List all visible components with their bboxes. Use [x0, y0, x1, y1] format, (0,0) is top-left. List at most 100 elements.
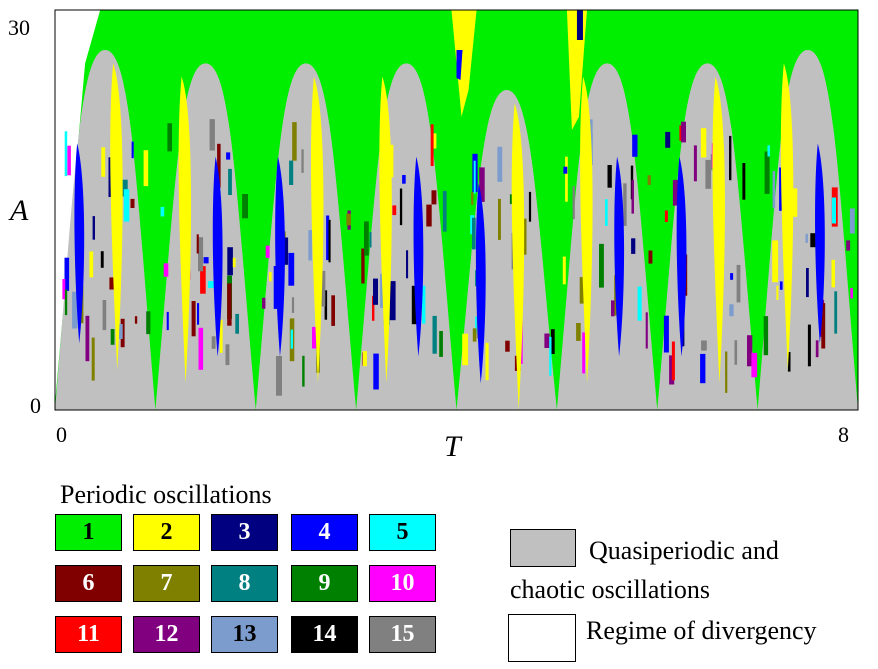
streak-8-6 [772, 171, 776, 209]
quasi-label-line1: Quasiperiodic and [589, 536, 779, 565]
streak-4-0 [439, 331, 443, 357]
blue-band-2 [212, 156, 223, 357]
streak-3-9 [292, 122, 297, 161]
legend: Periodic oscillations 1 2 3 4 5 6 7 8 9 10 11 12 13 1… [0, 470, 878, 669]
streak-5-22 [498, 198, 501, 240]
streak-8-10 [763, 316, 769, 356]
streak-2-6 [198, 327, 204, 370]
streak-1-19 [101, 147, 106, 177]
streak-4-13 [373, 353, 379, 390]
yellow-band-7 [712, 76, 725, 384]
streak-6-13 [647, 175, 651, 185]
blue-band-8 [815, 143, 825, 344]
streak-3-25 [331, 295, 335, 326]
streak-7-3 [701, 340, 707, 351]
legend-swatch-15: 15 [369, 616, 436, 653]
streak-5-8 [505, 340, 510, 352]
legend-title: Periodic oscillations [60, 480, 272, 509]
legend-swatch-7: 7 [133, 565, 200, 602]
yellow-band-5 [511, 103, 525, 410]
streak-4-1 [431, 190, 437, 205]
streak-6-16 [611, 300, 615, 317]
y-tick-bottom: 0 [30, 393, 41, 418]
streak-7-19 [693, 145, 697, 182]
streak-1-11 [64, 257, 70, 291]
divergence-region [55, 10, 101, 404]
legend-swatch-4: 4 [291, 514, 358, 551]
streak-2-25 [232, 257, 236, 268]
streak-1-13 [100, 251, 104, 268]
streak-6-21 [623, 183, 627, 226]
streak-7-17 [665, 131, 671, 148]
legend-swatch-8: 8 [211, 565, 278, 602]
streak-4-17 [364, 221, 369, 256]
streak-4-5 [399, 188, 403, 226]
streak-1-7 [109, 277, 115, 290]
streak-2-7 [242, 194, 248, 219]
streak-7-13 [725, 351, 728, 393]
streak-2-12 [225, 344, 230, 366]
streak-1-5 [146, 311, 151, 335]
streak-3-10 [265, 245, 270, 258]
streak-6-18 [648, 250, 653, 264]
streak-4-4 [406, 250, 409, 279]
streak-4-8 [432, 315, 437, 354]
streak-8-15 [810, 233, 816, 248]
streak-7-16 [700, 128, 707, 158]
streak-4-10 [369, 232, 372, 248]
streak-6-2 [645, 312, 648, 349]
streak-5-13 [485, 342, 489, 381]
streak-8-11 [815, 340, 819, 358]
blue-top-1 [456, 50, 463, 80]
streak-5-0 [528, 191, 532, 222]
streak-2-5 [200, 266, 206, 294]
streak-1-0 [110, 329, 115, 345]
streak-3-4 [312, 326, 318, 349]
yellow-band-1 [110, 63, 123, 370]
streak-8-23 [806, 268, 809, 298]
streak-6-24 [562, 256, 566, 285]
streak-6-8 [632, 134, 638, 157]
streak-3-2 [324, 290, 328, 320]
streak-2-11 [228, 168, 232, 195]
streak-6-6 [607, 165, 612, 188]
streak-7-23 [700, 353, 706, 384]
streak-2-23 [191, 301, 196, 337]
streak-7-8 [742, 163, 746, 200]
streak-4-23 [389, 281, 396, 321]
streak-5-4 [471, 191, 474, 205]
streak-5-23 [549, 336, 552, 376]
blue-band-5 [475, 183, 486, 384]
blue-band-7 [676, 156, 687, 357]
plot-area [54, 9, 859, 411]
yellow-band-2 [178, 76, 192, 384]
streak-4-6 [433, 133, 437, 149]
streak-5-20 [472, 328, 477, 342]
legend-swatch-13: 13 [211, 616, 278, 653]
chart-plot: 30 0 0 8 A T [8, 9, 859, 463]
streak-7-10 [669, 355, 675, 385]
streak-3-0 [326, 215, 330, 261]
streak-1-10 [118, 324, 123, 339]
streak-2-16 [227, 283, 232, 326]
streak-8-8 [831, 259, 835, 288]
x-tick-right: 8 [838, 422, 849, 447]
streak-8-12 [787, 352, 791, 372]
streak-8-18 [792, 188, 798, 217]
streak-2-18 [211, 336, 216, 349]
streak-2-15 [163, 263, 169, 277]
streak-6-11 [565, 156, 568, 202]
streak-4-3 [361, 248, 365, 284]
streak-2-13 [219, 319, 223, 353]
legend-swatch-14: 14 [291, 616, 358, 653]
streak-1-15 [143, 150, 149, 187]
streak-4-20 [430, 124, 434, 166]
streak-7-14 [681, 121, 686, 143]
streak-4-7 [442, 190, 447, 232]
streak-2-4 [166, 311, 169, 331]
divergency-label: Regime of divergency [586, 616, 817, 645]
streak-6-15 [631, 238, 636, 254]
streak-2-0 [160, 206, 165, 217]
streak-7-7 [705, 159, 712, 189]
streak-3-22 [290, 329, 293, 349]
